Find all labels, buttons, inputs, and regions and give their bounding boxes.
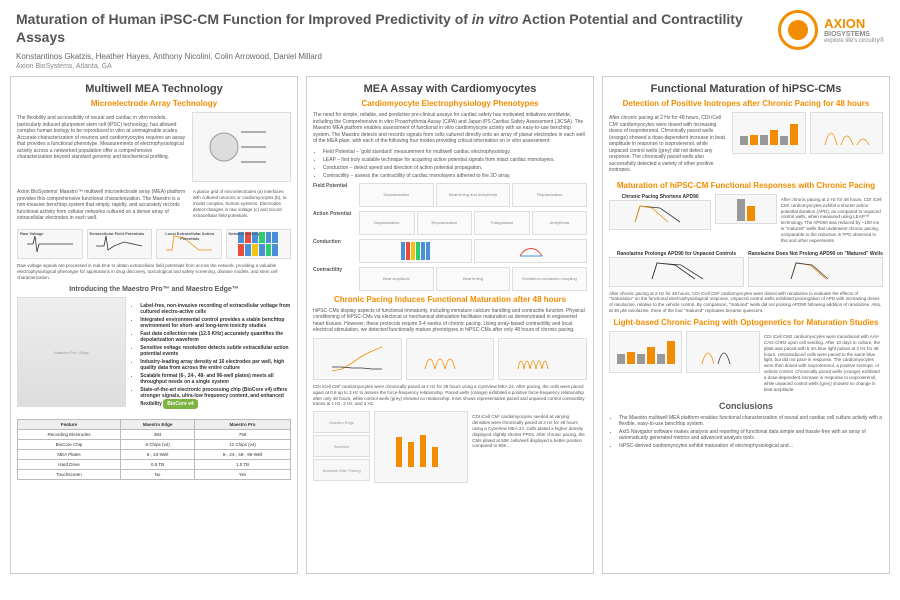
maestro-photo: Maestro Pro / Edge	[17, 297, 126, 407]
column-1: Multiwell MEA Technology Microelectrode …	[10, 76, 298, 574]
col3-p2: After chronic pacing at 2 Hz for 48 hour…	[781, 197, 883, 244]
conclusions-title: Conclusions	[609, 401, 883, 411]
col2-p1: The need for simple, reliable, and predi…	[313, 112, 587, 145]
field-potential-fig: Extracellular Field Potentials	[87, 229, 153, 259]
after-pacing-icon: Baseline After Pacing	[313, 459, 370, 481]
col1-title: Multiwell MEA Technology	[17, 83, 291, 95]
col3-p3: After chronic pacing at 2 Hz for 48 hour…	[609, 291, 883, 314]
traces-1hz	[406, 338, 495, 380]
maestro-edge-icon: Maestro Edge	[313, 411, 370, 433]
col2-title: MEA Assay with Cardiomyocytes	[313, 83, 587, 95]
poster-title: Maturation of Human iPSC-CM Function for…	[16, 10, 758, 46]
inotrope-bars	[732, 112, 805, 154]
conclusions-list: The Maestro multiwell MEA platform enabl…	[609, 415, 883, 449]
col2-p2: hiPSC-CMs display aspects of functional …	[313, 308, 587, 334]
opto-traces	[686, 331, 759, 373]
feature-bullets: Label-free, non-invasive recording of ex…	[130, 301, 291, 411]
col3-title: Functional Maturation of hiPSC-CMs	[609, 83, 883, 95]
col3-p1: After chronic pacing at 2 Hz for 48 hour…	[609, 115, 728, 174]
col3-sub3: Light-based Chronic Pacing with Optogene…	[609, 318, 883, 327]
col2-sub2: Chronic Pacing Induces Functional Matura…	[313, 295, 587, 304]
intro-maestro-title: Introducing the Maestro Pro™ and Maestro…	[17, 286, 291, 293]
ffr-chart	[313, 338, 402, 380]
traces-3hz	[498, 338, 587, 380]
column-3: Functional Maturation of hiPSC-CMs Detec…	[602, 76, 890, 574]
col3-p4: CDI iCell CM2 cardiomyocytes were transd…	[764, 334, 883, 392]
poster-columns: Multiwell MEA Technology Microelectrode …	[0, 76, 900, 574]
density-chart	[374, 411, 468, 483]
col1-p2: Axion BioSystems' Maestro™ multiwell mic…	[17, 189, 189, 222]
ranolazine-unpaced	[609, 257, 744, 287]
col3-sub2: Maturation of hiPSC-CM Functional Respon…	[609, 181, 883, 190]
poster-header: Maturation of Human iPSC-CM Function for…	[0, 0, 900, 76]
affiliation: Axion BioSystems, Atlanta, GA	[16, 63, 758, 70]
ranolazine-matured	[748, 257, 883, 287]
baseline-icon: Baseline	[313, 435, 370, 457]
col2-p3: CDI iCell CM² cardiomyocytes were chroni…	[313, 384, 587, 407]
raw-voltage-fig: Raw Voltage	[17, 229, 83, 259]
fig2-caption: Raw voltage signals are processed in rea…	[17, 263, 291, 281]
col1-p1: The flexibility and accessibility of neu…	[17, 115, 188, 161]
mea-schematic	[192, 112, 291, 182]
fig1-caption: A planar grid of microelectrodes (a) int…	[193, 189, 291, 218]
col2-sub1: Cardiomyocyte Electrophysiology Phenotyp…	[313, 99, 587, 108]
mode-list: Field Potential – 'gold standard' measur…	[313, 149, 587, 179]
leap-fig: Local Extracellular Action Potentials	[156, 229, 222, 259]
apd90-bars	[715, 194, 776, 224]
apd90-shorten	[609, 200, 711, 230]
author-list: Konstantinos Gkatzis, Heather Hayes, Ant…	[16, 52, 758, 61]
col2-p4: CDI iCell CM² cardiomyocytes seeded at v…	[472, 414, 587, 449]
feature-table: FeatureMaestro EdgeMaestro Pro Recording…	[17, 419, 291, 480]
column-2: MEA Assay with Cardiomyocytes Cardiomyoc…	[306, 76, 594, 574]
network-fig: Network Activity	[226, 229, 292, 259]
company-logo: AXION BIOSYSTEMS explore life's circuitr…	[778, 10, 884, 50]
opto-bars	[609, 331, 682, 373]
col3-sub1: Detection of Positive Inotropes after Ch…	[609, 99, 883, 108]
inotrope-traces	[810, 112, 883, 154]
col1-sub1: Microelectrode Array Technology	[17, 99, 291, 108]
logo-icon	[778, 10, 818, 50]
